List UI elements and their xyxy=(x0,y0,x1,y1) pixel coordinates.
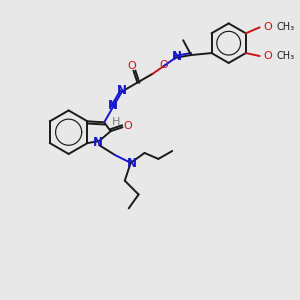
Text: O: O xyxy=(160,60,169,70)
Text: N: N xyxy=(108,99,118,112)
Text: O: O xyxy=(263,22,272,32)
Text: N: N xyxy=(127,157,137,170)
Text: O: O xyxy=(263,51,272,61)
Text: N: N xyxy=(117,84,127,97)
Text: O: O xyxy=(127,61,136,71)
Text: N: N xyxy=(93,136,103,148)
Text: CH₃: CH₃ xyxy=(277,51,295,61)
Text: N: N xyxy=(172,50,182,63)
Text: O: O xyxy=(123,121,132,131)
Text: CH₃: CH₃ xyxy=(277,22,295,32)
Text: H: H xyxy=(111,117,120,127)
